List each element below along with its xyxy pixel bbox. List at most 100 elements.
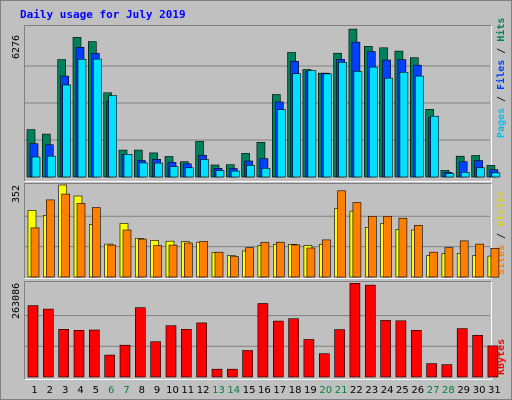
kbytes-bar-day-31	[487, 345, 499, 378]
pages-bar-day-3	[62, 84, 72, 178]
sites-bar-day-13	[214, 251, 224, 278]
day-label-10: 10	[166, 385, 179, 396]
pages-bar-day-18	[292, 73, 301, 178]
sites-bar-day-15	[245, 247, 254, 278]
kbytes-bar-day-24	[380, 320, 391, 378]
kbytes-bar-day-6	[104, 354, 115, 378]
kbytes-bar-day-8	[135, 307, 146, 378]
kbytes-bar-day-21	[334, 329, 345, 378]
day-label-2: 2	[46, 385, 53, 396]
day-label-27: 27	[426, 385, 440, 396]
pages-bar-day-9	[154, 162, 163, 178]
sites-bar-day-24	[383, 216, 392, 278]
kbytes-bar-day-27	[426, 363, 437, 378]
day-label-6: 6	[108, 385, 115, 396]
sites-bar-day-8	[138, 238, 147, 278]
kbytes-bar-day-15	[242, 350, 253, 378]
pages-bar-day-6	[108, 95, 117, 178]
day-label-1: 1	[31, 385, 38, 396]
pages-bar-day-2	[46, 155, 56, 178]
pages-bar-day-21	[338, 62, 347, 178]
pages-bar-day-5	[93, 58, 102, 178]
kbytes-bar-day-26	[410, 329, 422, 378]
day-label-18: 18	[288, 385, 302, 396]
sites-bar-day-20	[321, 239, 331, 278]
sites-bar-day-19	[306, 247, 316, 278]
sites-bar-day-9	[153, 245, 162, 278]
kbytes-bar-day-11	[181, 328, 192, 378]
kbytes-bar-day-16	[257, 303, 269, 378]
day-label-20: 20	[319, 385, 333, 396]
day-label-17: 17	[273, 385, 287, 396]
pages-bar-day-7	[123, 154, 133, 178]
sites-bar-day-10	[168, 244, 178, 278]
pages-bar-day-25	[399, 72, 409, 178]
day-label-25: 25	[396, 385, 409, 396]
kbytes-bar-day-10	[165, 325, 177, 378]
pages-bar-day-26	[414, 75, 424, 178]
day-label-15: 15	[242, 385, 256, 396]
day-label-5: 5	[92, 385, 99, 396]
kbytes-bar-day-29	[456, 328, 468, 378]
sites-bar-day-25	[398, 217, 408, 278]
kbytes-bar-day-12	[196, 322, 207, 378]
day-label-26: 26	[411, 385, 425, 396]
pages-bar-day-30	[476, 167, 485, 178]
pages-bar-day-27	[430, 115, 439, 178]
sites-bar-day-1	[30, 227, 40, 278]
pages-bar-day-15	[246, 165, 255, 178]
sites-bar-day-29	[459, 240, 469, 278]
pages-bar-day-12	[200, 159, 209, 178]
day-label-22: 22	[350, 385, 363, 396]
pages-bar-day-17	[276, 109, 286, 178]
sites-bar-day-16	[260, 242, 270, 278]
day-label-16: 16	[258, 385, 271, 396]
sites-bar-day-2	[45, 199, 55, 278]
sites-bar-day-17	[275, 241, 285, 278]
pages-bar-day-28	[445, 173, 455, 178]
pages-bar-day-29	[460, 172, 470, 178]
day-label-4: 4	[77, 385, 84, 396]
kbytes-bar-day-25	[395, 320, 407, 378]
sites-bar-day-27	[429, 251, 438, 278]
pages-bar-day-20	[322, 73, 332, 178]
pages-bar-day-10	[169, 166, 179, 178]
kbytes-bar-day-13	[211, 368, 223, 378]
day-label-9: 9	[153, 385, 161, 396]
kbytes-bar-day-18	[288, 318, 299, 378]
kbytes-bar-day-1	[27, 305, 39, 378]
sites-bar-day-31	[490, 248, 500, 278]
pages-bar-day-14	[231, 170, 240, 178]
day-label-8: 8	[138, 385, 145, 396]
kbytes-bar-day-4	[73, 329, 85, 378]
pages-bar-day-8	[139, 162, 148, 178]
day-label-19: 19	[304, 385, 317, 396]
kbytes-bar-day-5	[89, 329, 100, 378]
pages-bar-day-1	[31, 156, 41, 178]
pages-bar-day-23	[368, 66, 378, 178]
day-label-3: 3	[62, 385, 69, 396]
sites-bar-day-23	[367, 216, 377, 278]
sites-bar-day-5	[92, 207, 101, 278]
sites-bar-day-4	[76, 203, 86, 278]
sites-bar-day-3	[61, 193, 71, 278]
day-label-31: 31	[488, 385, 501, 396]
sites-bar-day-30	[475, 243, 484, 278]
sites-bar-day-21	[337, 190, 346, 278]
day-label-12: 12	[196, 385, 210, 396]
sites-bar-day-12	[199, 241, 208, 278]
day-label-14: 14	[227, 385, 241, 396]
pages-bar-day-13	[215, 170, 225, 178]
kbytes-bar-day-17	[272, 320, 284, 378]
kbytes-bar-day-14	[227, 368, 238, 378]
kbytes-bar-day-23	[364, 284, 376, 378]
sites-bar-day-11	[184, 242, 193, 278]
sites-bar-day-22	[352, 202, 362, 278]
kbytes-bar-day-7	[119, 344, 131, 378]
kbytes-bar-day-30	[472, 334, 483, 378]
sites-bar-day-26	[413, 225, 423, 278]
day-label-7: 7	[123, 385, 130, 396]
sites-bar-day-6	[107, 244, 116, 278]
